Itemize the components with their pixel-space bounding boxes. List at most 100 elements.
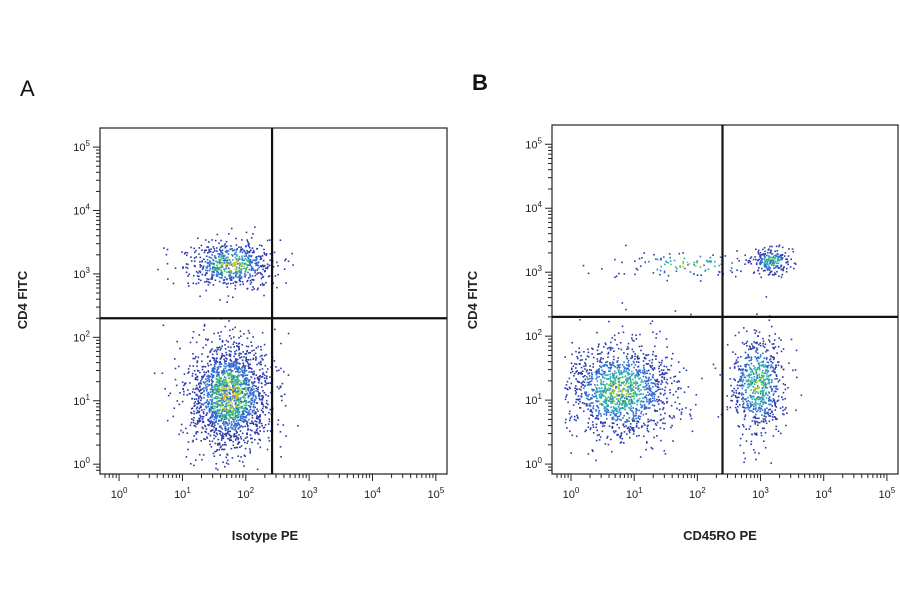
event-point xyxy=(642,386,644,388)
event-point xyxy=(261,331,264,334)
event-point xyxy=(222,255,224,257)
event-point xyxy=(614,382,617,384)
event-point xyxy=(248,255,251,258)
event-point xyxy=(222,245,224,248)
event-point xyxy=(237,366,240,369)
event-point xyxy=(265,382,268,385)
event-point xyxy=(256,418,259,420)
event-point xyxy=(632,392,635,395)
event-point xyxy=(596,331,598,334)
event-point xyxy=(623,394,625,396)
event-point xyxy=(588,384,590,386)
event-point xyxy=(648,369,650,372)
event-point xyxy=(251,278,253,281)
event-point xyxy=(225,240,228,243)
event-point xyxy=(738,426,741,428)
event-point xyxy=(225,427,227,430)
event-point xyxy=(777,266,779,269)
event-point xyxy=(217,408,219,411)
event-point xyxy=(211,357,214,359)
event-point xyxy=(194,422,196,425)
event-point xyxy=(566,427,568,429)
event-point xyxy=(198,453,201,456)
event-point xyxy=(239,277,242,280)
event-point xyxy=(598,343,600,345)
event-point xyxy=(630,398,632,401)
event-point xyxy=(623,352,625,354)
event-point xyxy=(598,376,600,378)
event-point xyxy=(195,282,198,285)
event-point xyxy=(602,370,605,373)
event-point xyxy=(203,371,205,373)
event-point xyxy=(230,261,232,263)
event-point xyxy=(634,376,637,379)
event-point xyxy=(628,382,630,384)
event-point xyxy=(631,337,633,339)
event-point xyxy=(252,336,254,338)
event-point xyxy=(754,332,757,334)
event-point xyxy=(201,458,203,461)
event-point xyxy=(245,407,247,410)
event-point xyxy=(627,385,630,387)
event-point xyxy=(670,426,672,429)
event-point xyxy=(218,389,221,391)
event-point xyxy=(765,267,768,269)
event-point xyxy=(222,398,224,401)
event-point xyxy=(596,358,598,360)
event-point xyxy=(616,423,618,426)
event-point xyxy=(642,381,644,383)
event-point xyxy=(240,400,242,403)
event-point xyxy=(738,368,741,370)
event-point xyxy=(748,345,751,347)
event-point xyxy=(636,422,638,425)
event-point xyxy=(644,382,647,385)
event-point xyxy=(213,426,216,429)
event-point xyxy=(240,353,242,355)
event-point xyxy=(245,258,248,261)
event-point xyxy=(769,359,771,361)
event-point xyxy=(195,407,198,410)
event-point xyxy=(601,268,603,270)
event-point xyxy=(211,389,214,392)
event-point xyxy=(199,261,201,263)
event-point xyxy=(205,431,207,433)
event-point xyxy=(226,409,229,411)
event-point xyxy=(603,365,606,367)
event-point xyxy=(767,251,769,254)
event-point xyxy=(268,418,271,420)
event-point xyxy=(588,377,591,380)
event-point xyxy=(750,256,753,258)
event-point xyxy=(230,279,233,281)
event-point xyxy=(204,260,207,263)
event-point xyxy=(577,402,580,405)
event-point xyxy=(757,379,760,382)
event-point xyxy=(225,387,228,390)
event-point xyxy=(592,402,594,404)
event-point xyxy=(220,386,223,388)
event-point xyxy=(241,410,244,413)
event-point xyxy=(248,246,251,249)
event-point xyxy=(210,278,212,280)
event-point xyxy=(768,364,770,367)
event-point xyxy=(220,277,223,279)
event-point xyxy=(613,431,616,434)
event-point xyxy=(194,377,197,379)
event-point xyxy=(631,418,634,421)
event-point xyxy=(633,430,635,433)
event-point xyxy=(200,392,202,395)
event-point xyxy=(228,264,231,266)
event-point xyxy=(234,439,237,441)
event-point xyxy=(613,400,615,403)
event-point xyxy=(238,427,240,429)
event-point xyxy=(664,392,666,395)
event-point xyxy=(644,424,646,426)
event-point xyxy=(226,256,228,258)
event-point xyxy=(181,251,183,253)
event-point xyxy=(788,248,790,250)
event-point xyxy=(174,267,177,269)
event-point xyxy=(766,349,768,351)
event-point xyxy=(782,413,784,415)
event-point xyxy=(211,278,213,280)
event-point xyxy=(222,378,225,381)
event-point xyxy=(571,370,574,373)
